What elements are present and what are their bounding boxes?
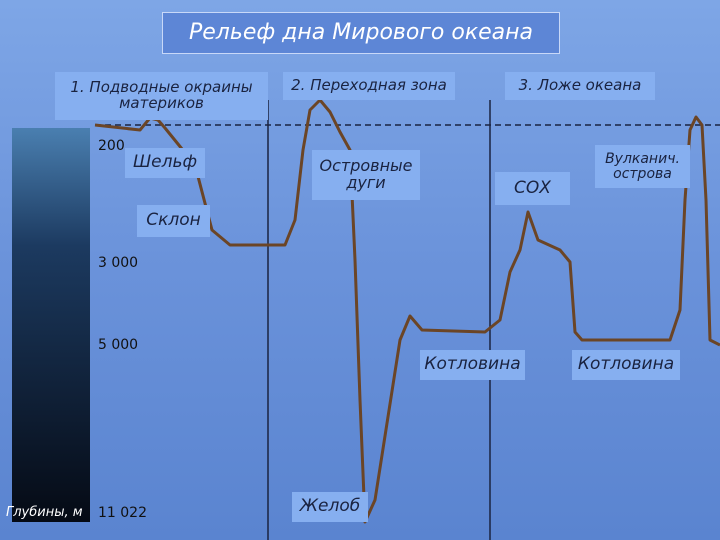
zone-label: 2. Переходная зона	[283, 72, 455, 100]
zone-label: 1. Подводные окраины материков	[55, 72, 268, 120]
depth-label: 3 000	[98, 255, 139, 271]
zone-label: 3. Ложе океана	[505, 72, 655, 100]
depth-axis-label: Глубины, м	[6, 505, 83, 520]
depth-label: 200	[98, 138, 125, 154]
title: Рельеф дна Мирового океана	[162, 12, 560, 54]
depth-label: 5 000	[98, 337, 139, 353]
ocean-image	[12, 128, 90, 522]
feature-label: Островные дуги	[312, 150, 420, 200]
feature-label: Шельф	[125, 148, 205, 178]
feature-label: Склон	[137, 205, 210, 237]
feature-label: Котловина	[420, 350, 525, 380]
seabed-profile	[94, 98, 720, 524]
feature-label: Котловина	[572, 350, 680, 380]
feature-label: Вулканич. острова	[595, 145, 690, 188]
feature-label: Желоб	[292, 492, 368, 522]
feature-label: СОХ	[495, 172, 570, 205]
depth-label: 11 022	[98, 505, 147, 521]
